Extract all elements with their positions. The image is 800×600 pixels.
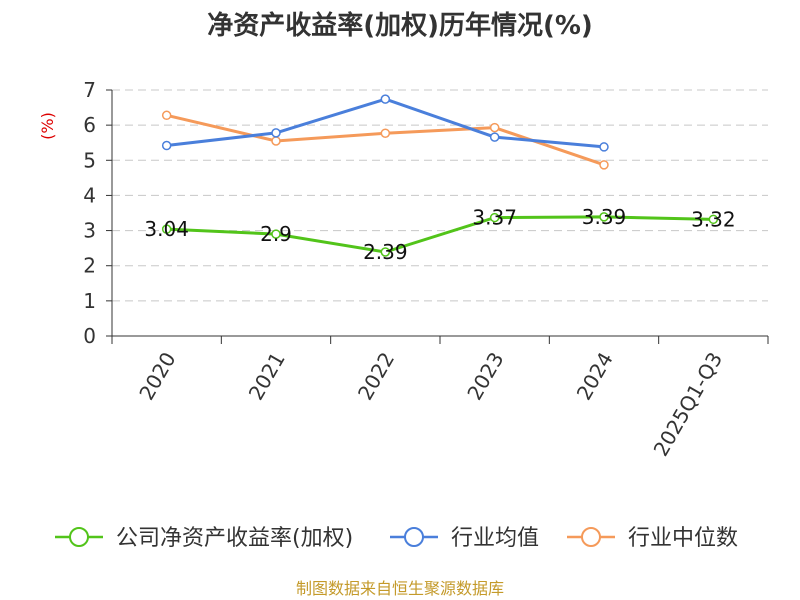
legend-label: 公司净资产收益率(加权) (116, 526, 353, 551)
x-tick-label: 2023 (462, 348, 508, 404)
legend-marker (404, 527, 424, 547)
legend-item-2[interactable]: 行业中位数 (567, 526, 738, 551)
y-tick-label: 1 (83, 289, 96, 313)
data-point (271, 229, 281, 239)
data-point (489, 122, 500, 133)
data-point (161, 110, 172, 121)
legend-item-0[interactable]: 公司净资产收益率(加权) (55, 526, 353, 551)
data-label: 2.9 (260, 222, 292, 246)
data-point (708, 214, 719, 225)
data-label: 3.39 (582, 205, 627, 229)
data-point (599, 160, 609, 170)
data-label: 3.32 (691, 207, 736, 231)
y-tick-label: 4 (83, 183, 96, 207)
data-label: 3.04 (144, 217, 189, 241)
legend-label: 行业均值 (451, 526, 539, 551)
x-tick-label: 2020 (134, 348, 180, 404)
y-tick-label: 7 (83, 78, 96, 102)
data-point (489, 212, 500, 223)
y-tick-label: 0 (83, 324, 96, 348)
legend-marker (69, 527, 89, 547)
data-point (271, 136, 281, 146)
x-tick-label: 2021 (244, 348, 290, 404)
data-point (599, 212, 609, 222)
chart-title: 净资产收益率(加权)历年情况(%) (207, 10, 593, 41)
x-tick-label: 2024 (572, 348, 618, 404)
y-tick-label: 2 (83, 254, 96, 278)
data-label: 2.39 (363, 240, 408, 264)
legend-item-1[interactable]: 行业均值 (390, 526, 539, 551)
y-axis-label: (%) (38, 112, 57, 140)
data-point (161, 224, 172, 234)
source-note: 制图数据来自恒生聚源数据库 (296, 579, 504, 598)
data-point (380, 247, 391, 257)
y-tick-label: 3 (83, 219, 96, 243)
legend-marker (581, 527, 601, 547)
series-line-1 (166, 97, 605, 149)
y-tick-label: 6 (83, 113, 96, 137)
series-line-0 (166, 215, 714, 254)
legend-label: 行业中位数 (628, 526, 738, 551)
data-point (271, 128, 281, 138)
data-point (380, 128, 391, 138)
data-label: 3.37 (472, 206, 517, 230)
data-point (599, 142, 609, 152)
x-tick-label: 2025Q1-Q3 (649, 348, 728, 460)
data-point (489, 132, 500, 142)
x-tick-label: 2022 (353, 348, 399, 404)
y-tick-label: 5 (83, 148, 96, 172)
data-point (380, 94, 391, 104)
data-point (161, 140, 172, 151)
